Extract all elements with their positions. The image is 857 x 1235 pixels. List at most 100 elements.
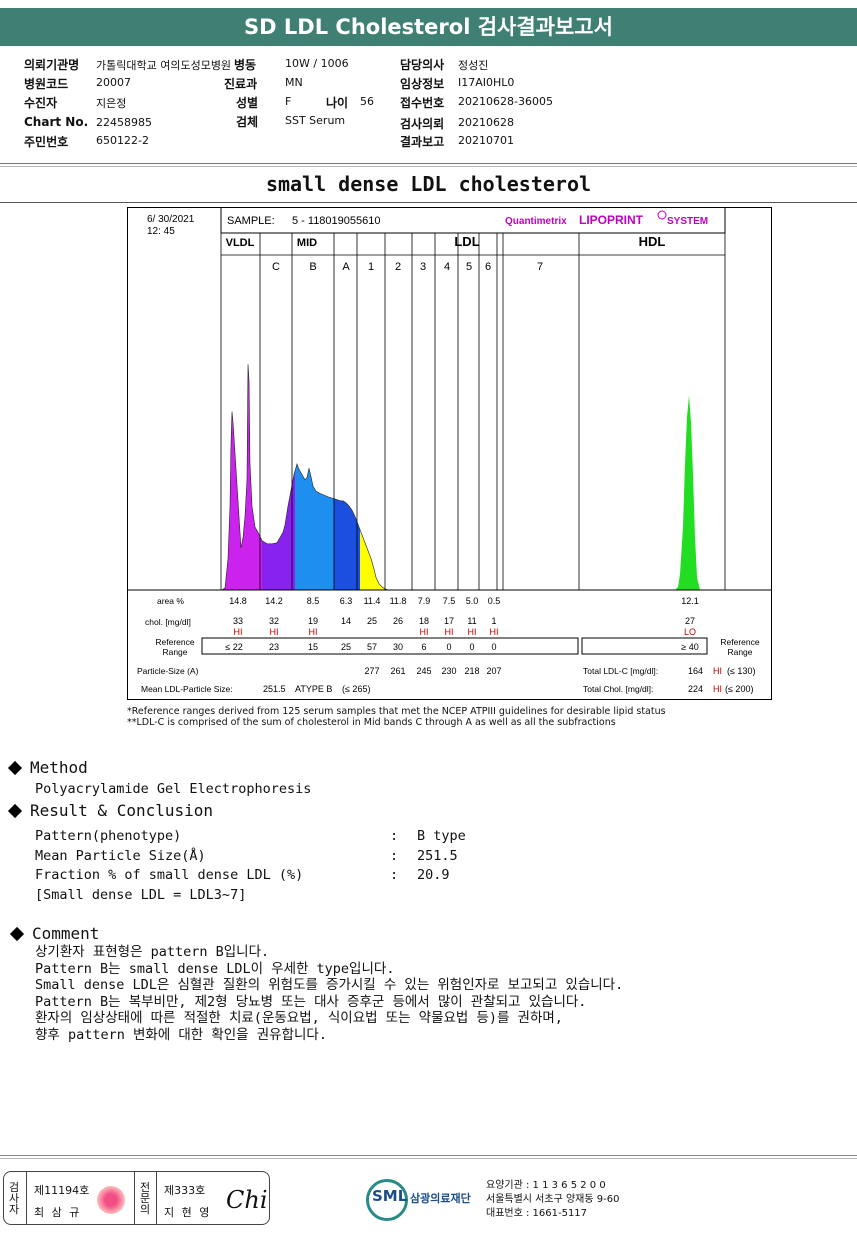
group-label-hdl: HDL	[639, 234, 666, 249]
divider	[0, 1155, 857, 1156]
ref-value: 0	[446, 642, 451, 652]
result-sep: :	[390, 867, 399, 883]
total-ldl-label: Total LDL-C [mg/dl]:	[583, 666, 658, 676]
request-value: 20210628	[458, 116, 514, 129]
footnote-1: *Reference ranges derived from 125 serum…	[127, 706, 666, 717]
area-value: 7.5	[443, 596, 456, 606]
particle-label: Particle-Size (A)	[137, 666, 199, 676]
area-value: 14.8	[229, 596, 247, 606]
result-value: 251.5	[417, 848, 458, 864]
result-label: Pattern(phenotype)	[35, 828, 182, 844]
area-label: area %	[157, 596, 184, 606]
result-heading: Result & Conclusion	[7, 801, 213, 820]
ref-value: 0	[469, 642, 474, 652]
band-label-A: A	[342, 261, 350, 273]
particle-value: 207	[486, 666, 501, 676]
receipt-label: 접수번호	[400, 96, 445, 110]
id-value: 650122-2	[96, 134, 149, 147]
chol-value: 32	[269, 616, 279, 626]
org-name: 삼광의료재단	[410, 1192, 471, 1205]
area-value: 0.5	[488, 596, 501, 606]
request-label: 검사의뢰	[400, 117, 445, 131]
area-value: 8.5	[307, 596, 320, 606]
chol-flag: HI	[490, 627, 499, 637]
id-label: 주민번호	[24, 135, 69, 149]
chol-value: 33	[233, 616, 243, 626]
ref-value: 30	[393, 642, 403, 652]
mean-value: 251.5	[263, 684, 286, 694]
chol-value: 27	[685, 616, 695, 626]
chol-value: 14	[341, 616, 351, 626]
ref-range-hdl-box	[581, 637, 708, 655]
receipt-value: 20210628-36005	[458, 95, 553, 108]
comment-line: 향후 pattern 변화에 대한 확인을 권유합니다.	[35, 1026, 327, 1043]
org-abbr: SML	[372, 1187, 408, 1205]
area-value: 12.1	[681, 596, 699, 606]
particle-value: 218	[464, 666, 479, 676]
particle-value: 245	[416, 666, 431, 676]
sex-value: F	[285, 95, 292, 108]
chol-value: 25	[367, 616, 377, 626]
chol-flag: LO	[684, 627, 696, 637]
comment-line: Small dense LDL은 심혈관 질환의 위험도를 증가시킬 수 있는 …	[35, 977, 624, 993]
chol-flag: HI	[309, 627, 318, 637]
ref-label: Range	[162, 647, 187, 657]
ref-value-hdl: ≥ 40	[681, 642, 698, 652]
comment-line: Pattern B는 small dense LDL이 우세한 type입니다.	[35, 960, 395, 977]
ref-value: 57	[367, 642, 377, 652]
chol-flag: HI	[468, 627, 477, 637]
total-chol-value: 224	[688, 684, 703, 694]
institution-value: 가톨릭대학교 여의도성모병원	[96, 59, 232, 72]
specialist-name: 지 현 영	[164, 1206, 212, 1219]
chart-no-label: Chart No.	[24, 115, 89, 129]
footnote-2: **LDL-C is comprised of the sum of chole…	[127, 717, 616, 728]
area-value: 6.3	[340, 596, 353, 606]
result-sep: :	[390, 828, 399, 844]
result-label: Mean Particle Size(Å)	[35, 848, 206, 864]
chol-value: 18	[419, 616, 429, 626]
band-label-C: C	[272, 261, 280, 273]
total-chol-ref: (≤ 200)	[725, 684, 753, 694]
patient-value: 지은정	[96, 97, 127, 110]
age-label: 나이	[326, 96, 349, 110]
comment-line: Pattern B는 복부비만, 제2형 당뇨병 또는 대사 증후군 등에서 많…	[35, 993, 587, 1010]
band-area-2	[360, 529, 386, 590]
chol-value: 11	[467, 616, 476, 626]
patient-label: 수진자	[24, 96, 58, 110]
group-label-mid: MID	[297, 237, 317, 249]
chol-value: 17	[444, 616, 454, 626]
band-label-B: B	[309, 261, 316, 273]
chart-no-value: 22458985	[96, 116, 152, 129]
comment-body: 상기환자 표현형은 pattern B입니다. Pattern B는 small…	[35, 944, 835, 1043]
chol-flag: HI	[270, 627, 279, 637]
comment-heading-text: Comment	[32, 924, 100, 943]
chol-value: 19	[308, 616, 318, 626]
dept-value: MN	[285, 76, 303, 89]
specialist-label: 전문의	[139, 1181, 151, 1216]
area-value: 5.0	[466, 596, 479, 606]
doctor-label: 담당의사	[400, 58, 445, 72]
hdl-peak	[675, 395, 700, 590]
divider	[0, 163, 857, 164]
band-label-7: 7	[537, 261, 543, 273]
method-heading: Method	[7, 758, 88, 777]
method-text: Polyacrylamide Gel Electrophoresis	[35, 781, 312, 797]
clinical-label: 임상정보	[400, 77, 445, 91]
doctor-value: 정성진	[458, 59, 489, 72]
ref-label-hdl: Range	[727, 647, 752, 657]
result-value: 20.9	[417, 867, 450, 883]
mean-label: Mean LDL-Particle Size:	[141, 684, 233, 694]
report-date-label: 결과보고	[400, 135, 445, 149]
section-title: small dense LDL cholesterol	[265, 172, 592, 196]
chol-flag: HI	[420, 627, 429, 637]
age-value: 56	[360, 95, 374, 108]
ref-value: 6	[421, 642, 426, 652]
comment-line: 환자의 임상상태에 따른 적절한 치료(운동요법, 식이요법 또는 약물요법 등…	[35, 1010, 563, 1026]
particle-value: 261	[390, 666, 405, 676]
stamp-seal	[97, 1186, 125, 1214]
band-area-B	[262, 471, 295, 590]
particle-value: 230	[441, 666, 456, 676]
ref-label-hdl: Reference	[720, 637, 759, 647]
specialist-no: 제333호	[164, 1184, 206, 1197]
system-prefix: Quantimetrix	[505, 216, 567, 227]
